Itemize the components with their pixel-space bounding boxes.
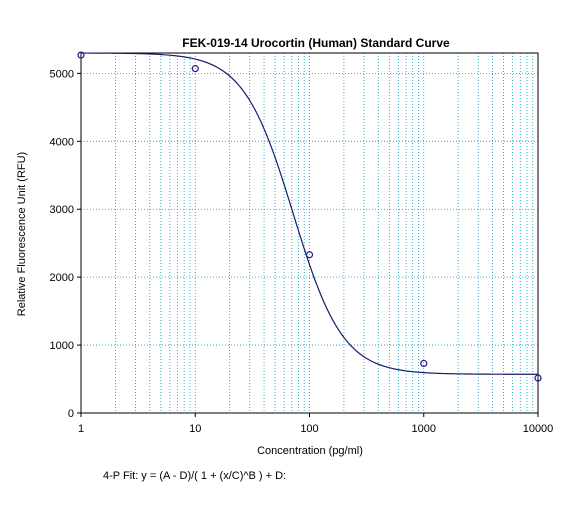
data-point — [305, 251, 314, 259]
y-tick-label: 1000 — [50, 340, 74, 352]
chart-title: FEK-019-14 Urocortin (Human) Standard Cu… — [182, 36, 450, 50]
x-axis-label: Concentration (pg/ml) — [257, 445, 363, 457]
data-points — [77, 51, 542, 382]
data-point — [77, 51, 85, 59]
x-tick-label: 1000 — [412, 423, 436, 435]
data-point — [191, 65, 199, 73]
y-tick-label: 3000 — [50, 204, 74, 216]
y-tick-label: 4000 — [50, 136, 74, 148]
data-point — [420, 359, 428, 368]
x-tick-label: 10000 — [523, 423, 554, 435]
fit-curve — [80, 52, 538, 375]
x-tick-label: 10 — [189, 423, 201, 435]
y-tick-label: 5000 — [50, 68, 74, 80]
y-tick-label: 0 — [68, 408, 74, 420]
x-tick-label: 1 — [78, 423, 84, 435]
y-axis-label: Relative Fluorescence Unit (RFU) — [16, 152, 28, 316]
fit-equation: 4-P Fit: y = (A - D)/( 1 + (x/C)^B ) + D… — [103, 470, 286, 482]
x-tick-label: 100 — [300, 423, 318, 435]
y-tick-label: 2000 — [50, 272, 74, 284]
axis-ticks: 1 10 100 1000 10000 0 1000 2000 3000 4000 5000 — [50, 68, 554, 435]
grid-lines — [81, 53, 538, 413]
data-point — [534, 374, 542, 382]
